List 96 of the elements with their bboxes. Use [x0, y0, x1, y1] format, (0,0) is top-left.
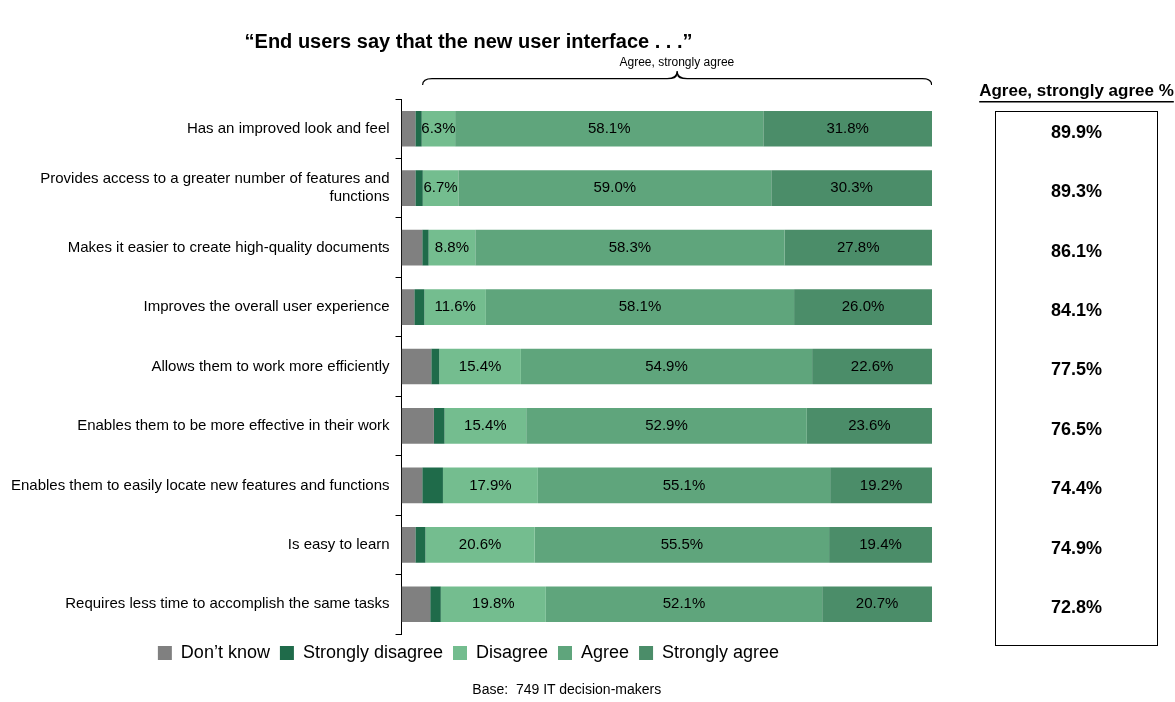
bar: [485, 289, 795, 325]
data-label: 26.0%: [841, 297, 885, 315]
bar: [771, 170, 932, 206]
legend-label: Agree: [581, 641, 630, 662]
data-label: 59.0%: [593, 178, 637, 196]
data-label: 6.7%: [423, 178, 458, 196]
bar: [830, 467, 932, 504]
data-label: 31.8%: [826, 118, 869, 136]
bar: [812, 348, 932, 385]
data-label: 17.9%: [469, 475, 512, 493]
bar: [545, 586, 823, 623]
data-label: 20.7%: [855, 594, 899, 612]
bar: [794, 289, 932, 325]
data-label: 55.1%: [662, 475, 706, 493]
bar: [442, 467, 538, 504]
text: Agree, strongly agree %: [979, 80, 1174, 100]
bar: [430, 586, 441, 623]
data-label: 58.1%: [618, 297, 662, 315]
bar: [401, 110, 416, 147]
data-label: 23.6%: [848, 416, 891, 434]
bar: [431, 348, 440, 385]
text: 89.9%: [1050, 121, 1103, 142]
bar: [475, 229, 785, 266]
data-label: 55.5%: [660, 534, 704, 552]
bar: [444, 408, 527, 444]
y-tick-label: Is easy to learn: [287, 534, 390, 552]
data-label: 19.4%: [859, 534, 902, 552]
bar: [458, 170, 772, 206]
text: 72.8%: [1050, 597, 1103, 618]
chart-title: “End users say that the new user interface . . .”: [244, 29, 693, 52]
bar: [415, 110, 422, 147]
y-tick-label: Makes it easier to create high-quality documents: [67, 237, 390, 255]
bar: [415, 170, 423, 206]
bar: [401, 527, 416, 563]
data-label: 52.1%: [662, 594, 706, 612]
data-label: 52.9%: [645, 416, 688, 434]
data-label: 8.8%: [434, 237, 470, 255]
bar: [401, 229, 423, 266]
bar: [806, 408, 932, 444]
bar: [401, 586, 431, 623]
data-label: 11.6%: [434, 297, 476, 315]
data-label: 6.3%: [421, 118, 456, 136]
bar: [455, 110, 764, 147]
bar: [784, 229, 932, 266]
data-label: 19.2%: [859, 475, 903, 493]
bar: [537, 467, 831, 504]
y-tick-label: Allows them to work more efficiently: [151, 356, 391, 374]
data-label: 58.3%: [608, 237, 652, 255]
text: 77.5%: [1050, 359, 1103, 380]
y-tick-label: Provides access to a greater number of features and functions: [40, 169, 390, 205]
legend-label: Don’t know: [180, 641, 271, 662]
y-tick-label: Enables them to be more effective in their work: [77, 416, 391, 434]
bar: [401, 348, 432, 385]
data-label: 15.4%: [458, 356, 502, 374]
text: 74.9%: [1050, 537, 1103, 558]
text: 76.5%: [1050, 418, 1103, 439]
text: 86.1%: [1050, 240, 1103, 261]
bar: [422, 229, 429, 266]
y-tick-label: Has an improved look and feel: [186, 118, 390, 136]
text: Agree, strongly agree: [619, 55, 735, 70]
bar: [401, 467, 423, 504]
bar: [829, 527, 932, 563]
bar: [422, 467, 443, 504]
text: 84.1%: [1050, 300, 1103, 321]
y-tick-label: Enables them to easily locate new features and functions: [11, 475, 390, 493]
y-tick-label: Improves the overall user experience: [143, 297, 390, 315]
legend-label: Disagree: [475, 641, 549, 662]
bar: [520, 348, 813, 385]
data-label: 20.6%: [458, 534, 502, 552]
data-label: 19.8%: [472, 594, 515, 612]
data-label: 58.1%: [587, 118, 631, 136]
text: 74.4%: [1050, 478, 1103, 499]
bar: [425, 527, 535, 563]
data-label: 54.9%: [645, 356, 688, 374]
legend-label: Strongly disagree: [302, 641, 444, 662]
data-label: 30.3%: [830, 178, 873, 196]
bar: [526, 408, 807, 444]
bar: [424, 289, 486, 325]
bar: [822, 586, 932, 623]
bar: [401, 289, 415, 325]
y-tick-label: Requires less time to accomplish the same tasks: [65, 594, 390, 612]
data-label: 27.8%: [837, 237, 880, 255]
data-label: 22.6%: [850, 356, 894, 374]
bar: [401, 408, 434, 444]
bar: [414, 289, 425, 325]
bar: [763, 110, 932, 147]
bar: [433, 408, 445, 444]
text: Base: 749 IT decision-makers: [472, 680, 662, 697]
bar: [534, 527, 830, 563]
bar: [415, 527, 426, 563]
bar: [401, 170, 416, 206]
bar: [440, 586, 546, 623]
text: 89.3%: [1050, 181, 1103, 202]
data-label: 15.4%: [464, 416, 507, 434]
bar: [439, 348, 521, 385]
legend-label: Strongly agree: [662, 641, 780, 662]
